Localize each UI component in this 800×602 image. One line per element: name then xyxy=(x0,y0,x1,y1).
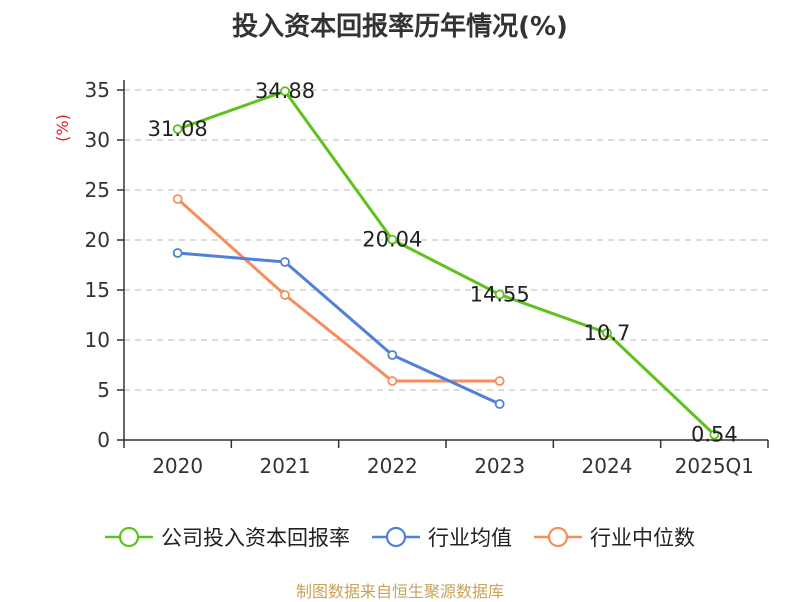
y-tick-label: 10 xyxy=(85,328,110,352)
data-point xyxy=(387,376,398,386)
y-tick-label: 20 xyxy=(85,228,110,252)
data-label: 14.55 xyxy=(470,283,530,307)
x-tick-label: 2021 xyxy=(260,454,311,478)
data-point xyxy=(709,429,720,440)
y-tick-label: 30 xyxy=(85,128,110,152)
legend-label: 公司投入资本回报率 xyxy=(161,526,350,550)
y-tick-label: 35 xyxy=(85,78,110,102)
data-point xyxy=(280,290,290,300)
legend-marker xyxy=(385,526,407,548)
x-tick-label: 2022 xyxy=(367,454,418,478)
y-tick-label: 0 xyxy=(97,428,110,452)
data-point xyxy=(280,86,290,97)
x-tick-label: 2024 xyxy=(582,454,633,478)
legend-marker xyxy=(547,526,569,548)
legend-label: 行业均值 xyxy=(428,526,512,550)
legend-marker xyxy=(118,526,140,548)
legend-item-0[interactable]: 公司投入资本回报率 xyxy=(105,526,350,550)
axes: 0 5 10 15 20 25 30 35 (%) 2020 2021 2022 2023 2024 202… xyxy=(53,78,769,478)
y-tick-label: 25 xyxy=(85,178,110,202)
y-tick-label: 5 xyxy=(97,378,110,402)
data-labels: 31.08 34.88 20.04 14.55 10.7 0.54 xyxy=(148,79,738,446)
data-point xyxy=(387,350,398,360)
data-point xyxy=(172,248,183,258)
series-line-1 xyxy=(177,251,501,406)
data-point xyxy=(602,328,612,338)
source-note: 制图数据来自恒生聚源数据库 xyxy=(295,582,504,601)
x-tick-label: 2023 xyxy=(474,454,525,478)
y-axis-label: (%) xyxy=(53,114,72,142)
data-label: 0.54 xyxy=(691,423,738,447)
legend[interactable]: 公司投入资本回报率 行业均值 行业中位数 xyxy=(105,526,695,550)
data-point xyxy=(387,234,398,245)
data-label: 10.7 xyxy=(584,321,631,345)
chart-title: 投入资本回报率历年情况(%) xyxy=(232,12,568,42)
data-label: 31.08 xyxy=(148,117,208,141)
data-point xyxy=(172,194,183,204)
y-tick-label: 15 xyxy=(85,278,110,302)
data-point xyxy=(494,376,505,386)
grid-lines xyxy=(124,89,768,391)
data-label: 20.04 xyxy=(362,228,422,252)
data-point xyxy=(494,399,505,409)
data-label: 34.88 xyxy=(255,79,315,103)
x-tick-label: 2025Q1 xyxy=(675,454,754,478)
x-tick-label: 2020 xyxy=(152,454,203,478)
legend-item-2[interactable]: 行业中位数 xyxy=(534,526,695,550)
legend-item-1[interactable]: 行业均值 xyxy=(372,526,512,550)
data-point xyxy=(280,257,290,267)
legend-label: 行业中位数 xyxy=(590,526,695,550)
series-line-0 xyxy=(177,89,716,436)
series-lines xyxy=(172,86,720,440)
data-point xyxy=(494,289,505,300)
data-point xyxy=(172,124,183,135)
